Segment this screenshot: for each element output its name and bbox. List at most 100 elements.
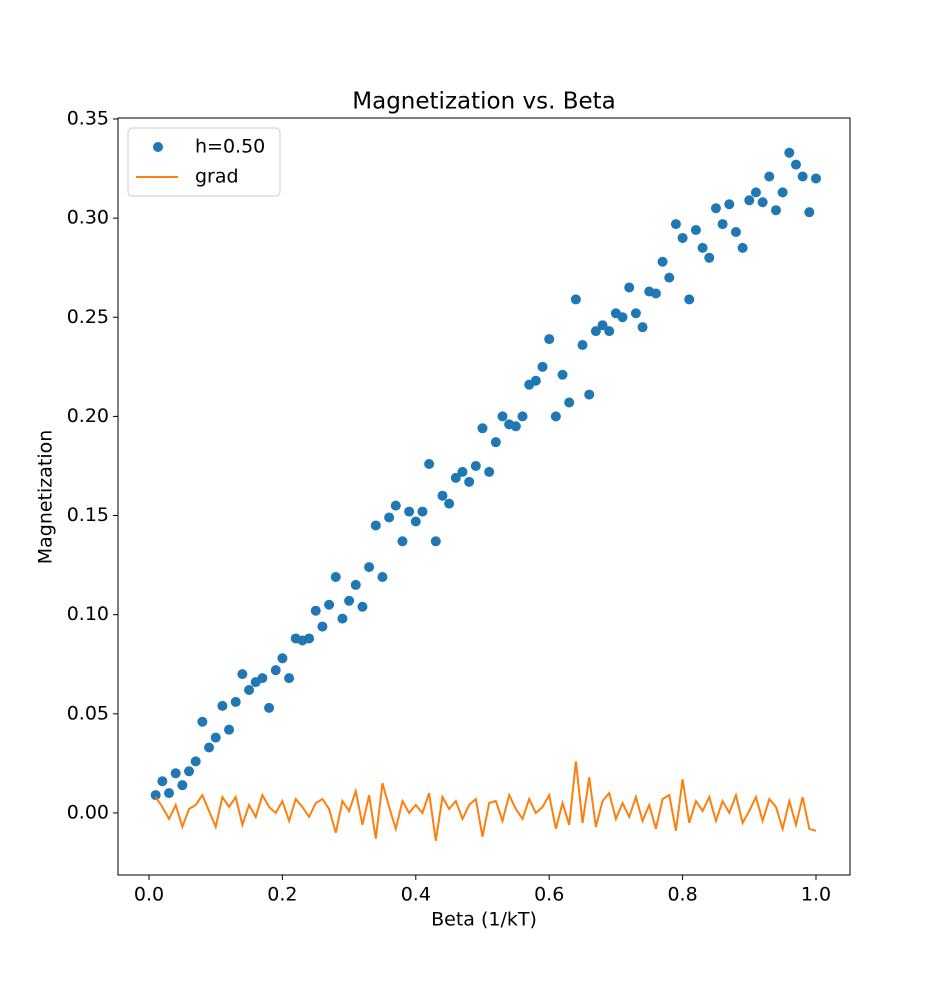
- x-tick-label: 0.6: [534, 884, 564, 906]
- scatter-point: [230, 696, 241, 707]
- scatter-point: [464, 476, 475, 487]
- scatter-point: [384, 512, 395, 523]
- scatter-point: [637, 322, 648, 333]
- scatter-point: [704, 252, 715, 263]
- scatter-point: [684, 294, 695, 305]
- scatter-point: [370, 520, 381, 531]
- scatter-point: [377, 571, 388, 582]
- scatter-point: [724, 199, 735, 210]
- scatter-point: [530, 375, 541, 386]
- scatter-point: [224, 724, 235, 735]
- scatter-point: [510, 421, 521, 432]
- y-tick-label: 0.35: [67, 107, 109, 129]
- scatter-point: [630, 308, 641, 319]
- scatter-point: [357, 601, 368, 612]
- scatter-point: [217, 700, 228, 711]
- x-tick-label: 0.2: [267, 884, 297, 906]
- scatter-point: [670, 219, 681, 230]
- y-tick-label: 0.00: [67, 801, 109, 823]
- scatter-point: [657, 256, 668, 267]
- scatter-point: [777, 187, 788, 198]
- scatter-point: [184, 766, 195, 777]
- y-tick-label: 0.25: [67, 306, 109, 328]
- scatter-point: [437, 490, 448, 501]
- scatter-point: [337, 613, 348, 624]
- scatter-point: [317, 621, 328, 632]
- scatter-point: [664, 272, 675, 283]
- scatter-point: [157, 776, 168, 787]
- scatter-point: [690, 225, 701, 236]
- x-tick-label: 1.0: [801, 884, 831, 906]
- scatter-point: [210, 732, 221, 743]
- scatter-point: [517, 411, 528, 422]
- scatter-point: [570, 294, 581, 305]
- x-tick-label: 0.0: [134, 884, 164, 906]
- scatter-point: [590, 326, 601, 337]
- scatter-point: [237, 669, 248, 680]
- scatter-point: [177, 780, 188, 791]
- y-tick-label: 0.20: [67, 405, 109, 427]
- scatter-point: [244, 685, 255, 696]
- x-tick-label: 0.8: [667, 884, 697, 906]
- y-tick-label: 0.10: [67, 603, 109, 625]
- scatter-point: [277, 653, 288, 664]
- x-tick-label: 0.4: [401, 884, 431, 906]
- plot-frame: [117, 117, 851, 876]
- scatter-point: [364, 562, 375, 573]
- scatter-point: [150, 790, 161, 801]
- scatter-point: [730, 227, 741, 238]
- scatter-point: [164, 788, 175, 799]
- y-tick-label: 0.15: [67, 504, 109, 526]
- scatter-point: [324, 599, 335, 610]
- scatter-point: [404, 506, 415, 517]
- scatter-point: [790, 159, 801, 170]
- scatter-point: [450, 472, 461, 483]
- scatter-point: [784, 147, 795, 158]
- scatter-point: [304, 633, 315, 644]
- scatter-point: [430, 536, 441, 547]
- scatter-point: [564, 397, 575, 408]
- line-series: [154, 761, 817, 841]
- y-tick-label: 0.05: [67, 702, 109, 724]
- scatter-point: [390, 500, 401, 511]
- scatter-point: [750, 187, 761, 198]
- legend-box: [127, 127, 281, 197]
- scatter-point: [350, 579, 361, 590]
- scatter-point: [617, 312, 628, 323]
- scatter-point: [344, 595, 355, 606]
- scatter-point: [310, 605, 321, 616]
- scatter-point: [470, 460, 481, 471]
- scatter-point: [537, 361, 548, 372]
- scatter-point: [424, 458, 435, 469]
- scatter-point: [757, 197, 768, 208]
- scatter-point: [190, 756, 201, 767]
- scatter-point: [444, 498, 455, 509]
- scatter-point: [744, 195, 755, 206]
- scatter-point: [604, 326, 615, 337]
- scatter-point: [717, 219, 728, 230]
- x-axis-label: Beta (1/kT): [431, 909, 537, 931]
- y-axis-label: Magnetization: [35, 430, 57, 565]
- scatter-point: [797, 171, 808, 182]
- scatter-point: [284, 673, 295, 684]
- scatter-point: [650, 288, 661, 299]
- scatter-point: [710, 203, 721, 214]
- scatter-point: [410, 516, 421, 527]
- scatter-point: [770, 205, 781, 216]
- scatter-point: [557, 369, 568, 380]
- scatter-point: [270, 665, 281, 676]
- scatter-point: [204, 742, 215, 753]
- scatter-point: [550, 411, 561, 422]
- scatter-point: [764, 171, 775, 182]
- scatter-point: [197, 716, 208, 727]
- legend: h=0.50 grad: [127, 127, 281, 197]
- scatter-point: [484, 466, 495, 477]
- scatter-point: [457, 466, 468, 477]
- scatter-point: [810, 173, 821, 184]
- scatter-point: [577, 340, 588, 351]
- legend-label: grad: [195, 166, 239, 188]
- scatter-point: [490, 437, 501, 448]
- scatter-point: [477, 423, 488, 434]
